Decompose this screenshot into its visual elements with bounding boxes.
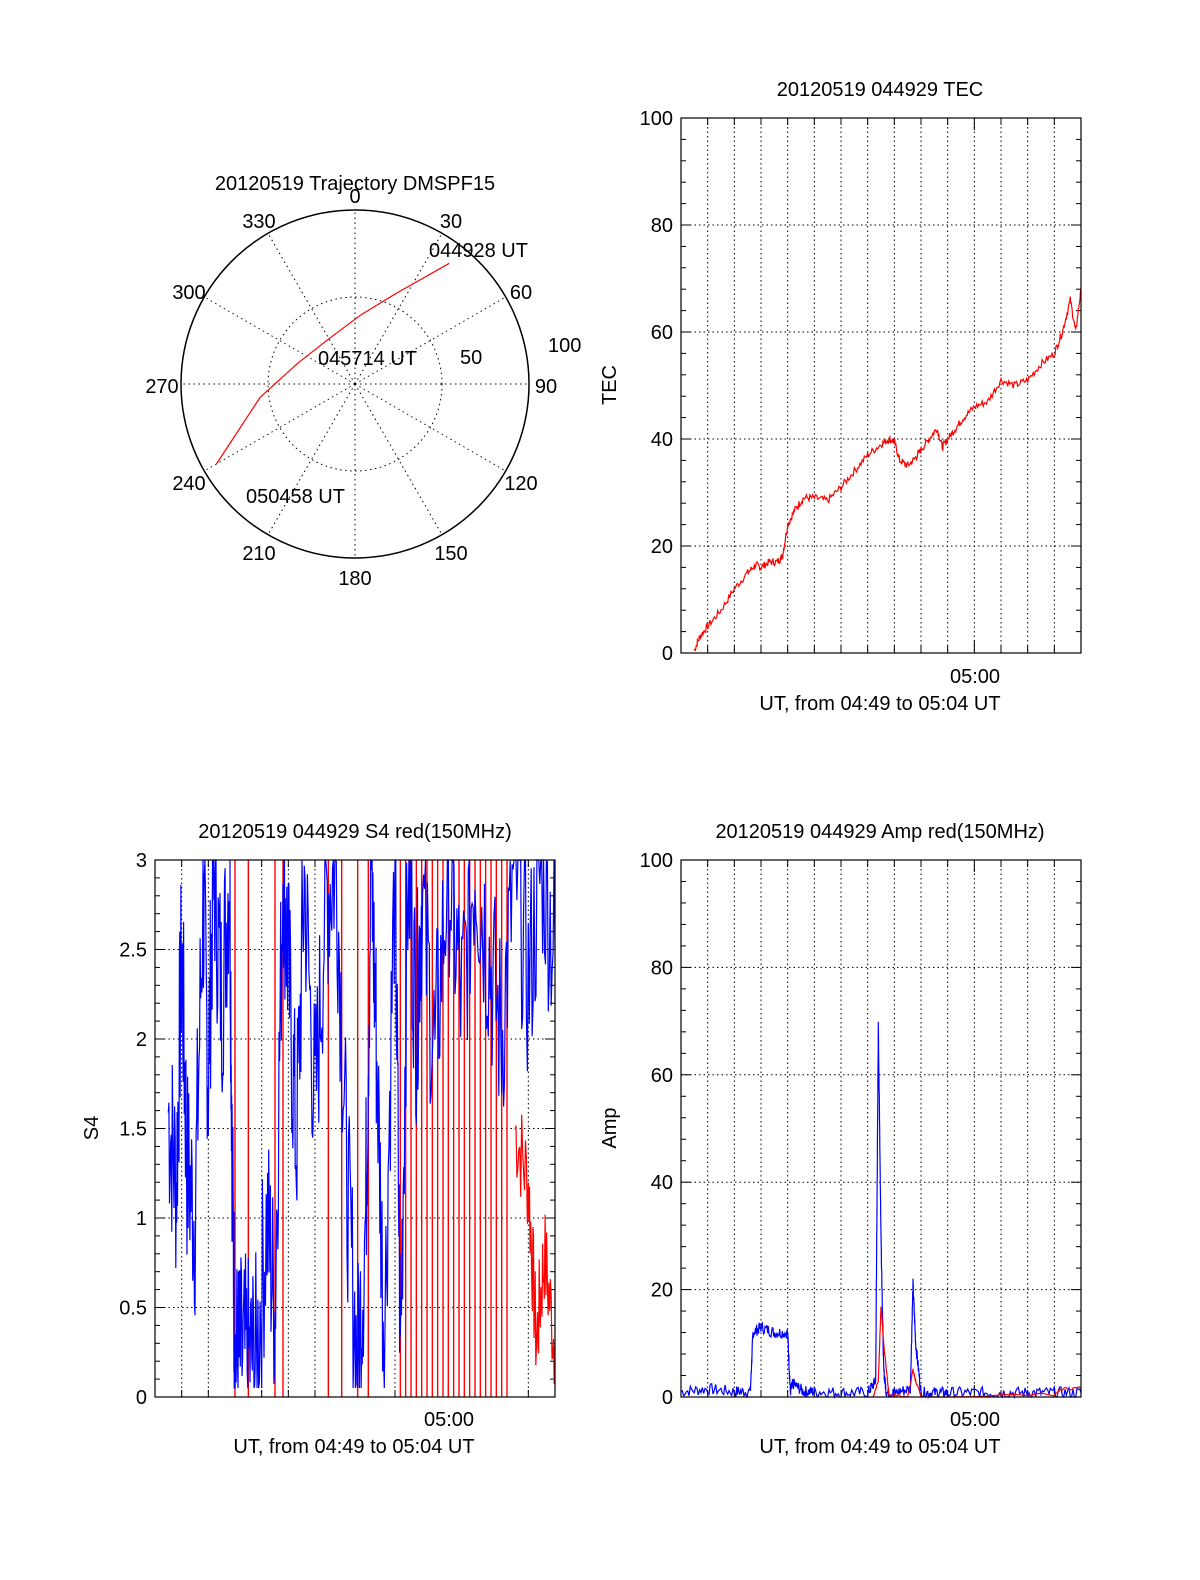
amp-ytick-label-1: 20: [651, 1280, 673, 1302]
tec-ytick-label-1: 20: [651, 536, 673, 558]
polar-angle-label-0: 0: [349, 186, 360, 208]
polar-title: 20120519 Trajectory DMSPF15: [215, 173, 495, 195]
polar-angle-label-120: 120: [504, 473, 537, 495]
polar-angle-label-30: 30: [440, 211, 462, 233]
polar-spoke-30: [354, 233, 443, 385]
amp-red-series-line: [872, 1306, 1082, 1398]
amp-x-tick-label: 05:00: [950, 1409, 1000, 1431]
polar-ring-label-50: 50: [460, 347, 482, 369]
amp-y-label: Amp: [599, 1107, 621, 1148]
s4-title: 20120519 044929 S4 red(150MHz): [198, 821, 512, 843]
polar-angle-label-150: 150: [434, 543, 467, 565]
tec-ytick-label-2: 40: [651, 429, 673, 451]
amp-blue-series-line: [680, 1021, 1082, 1400]
polar-spoke-120: [354, 383, 506, 472]
polar-start-time: 044928 UT: [429, 240, 528, 262]
s4-plot-frame: [154, 859, 556, 1398]
s4-x-tick-label: 05:00: [424, 1409, 474, 1431]
polar-angle-label-210: 210: [242, 543, 275, 565]
tec-x-tick-label: 05:00: [950, 666, 1000, 688]
polar-spoke-210: [267, 383, 356, 535]
s4-ytick-label-2: 1: [136, 1208, 147, 1230]
polar-angle-label-240: 240: [172, 473, 205, 495]
trajectory-polar-chart: 20120519 Trajectory DMSPF15 0 30 60 90 120 15…: [145, 173, 581, 590]
polar-spoke-60: [354, 296, 506, 385]
s4-y-ticks: 0 0.5 1 1.5 2 2.5 3: [119, 850, 147, 1409]
tec-y-label: TEC: [599, 365, 621, 405]
tec-ytick-label-3: 60: [651, 322, 673, 344]
s4-ytick-label-6: 3: [136, 850, 147, 872]
polar-spoke-240: [204, 383, 356, 472]
tec-chart: 20120519 044929 TEC 0 20 40 60 80 100 05:00 U…: [599, 79, 1082, 715]
s4-ytick-label-3: 1.5: [119, 1119, 147, 1141]
s4-red-series-line: [514, 1114, 556, 1385]
s4-y-label: S4: [81, 1116, 103, 1140]
polar-spoke-150: [354, 383, 443, 535]
polar-spoke-330: [267, 233, 356, 385]
amp-chart: 20120519 044929 Amp red(150MHz) 0 20 40 60 8…: [599, 821, 1082, 1458]
amp-title: 20120519 044929 Amp red(150MHz): [715, 821, 1044, 843]
polar-ring-label-100: 100: [548, 335, 581, 357]
amp-ytick-label-3: 60: [651, 1065, 673, 1087]
tec-title: 20120519 044929 TEC: [777, 79, 983, 101]
s4-ytick-label-4: 2: [136, 1029, 147, 1051]
polar-trajectory-line: [215, 262, 450, 465]
polar-outer-ring: [180, 209, 530, 559]
amp-ytick-label-5: 100: [640, 850, 673, 872]
amp-ytick-label-2: 40: [651, 1172, 673, 1194]
tec-plot-frame: [680, 117, 1082, 654]
polar-angle-label-330: 330: [242, 211, 275, 233]
s4-x-label: UT, from 04:49 to 05:04 UT: [233, 1436, 474, 1458]
polar-ring-50: [267, 296, 443, 472]
tec-ytick-label-5: 100: [640, 108, 673, 130]
polar-end-time: 050458 UT: [246, 486, 345, 508]
s4-ytick-label-5: 2.5: [119, 940, 147, 962]
s4-chart: 20120519 044929 S4 red(150MHz) 0 0.5 1 1.5 2…: [81, 821, 556, 1458]
amp-y-ticks: 0 20 40 60 80 100: [640, 850, 673, 1409]
polar-spoke-300: [204, 296, 356, 385]
amp-x-label: UT, from 04:49 to 05:04 UT: [759, 1436, 1000, 1458]
amp-ytick-label-0: 0: [662, 1387, 673, 1409]
tec-series-line: [693, 288, 1082, 652]
polar-angle-label-300: 300: [172, 282, 205, 304]
polar-angle-label-180: 180: [338, 568, 371, 590]
amp-plot-frame: [680, 859, 1082, 1398]
tec-y-ticks: 0 20 40 60 80 100: [640, 108, 673, 665]
polar-angle-labels: 0 30 60 90 120 150 180 210 240 270 300 330: [145, 186, 557, 590]
s4-ytick-label-1: 0.5: [119, 1298, 147, 1320]
s4-ytick-label-0: 0: [136, 1387, 147, 1409]
tec-ytick-label-0: 0: [662, 643, 673, 665]
tec-ytick-label-4: 80: [651, 215, 673, 237]
amp-ytick-label-4: 80: [651, 957, 673, 979]
tec-grid: [680, 117, 1082, 654]
polar-angle-label-270: 270: [145, 376, 178, 398]
polar-spokes: [181, 210, 529, 558]
polar-mid-time: 045714 UT: [318, 348, 417, 370]
tec-x-label: UT, from 04:49 to 05:04 UT: [759, 693, 1000, 715]
polar-angle-label-90: 90: [535, 376, 557, 398]
polar-angle-label-60: 60: [510, 282, 532, 304]
